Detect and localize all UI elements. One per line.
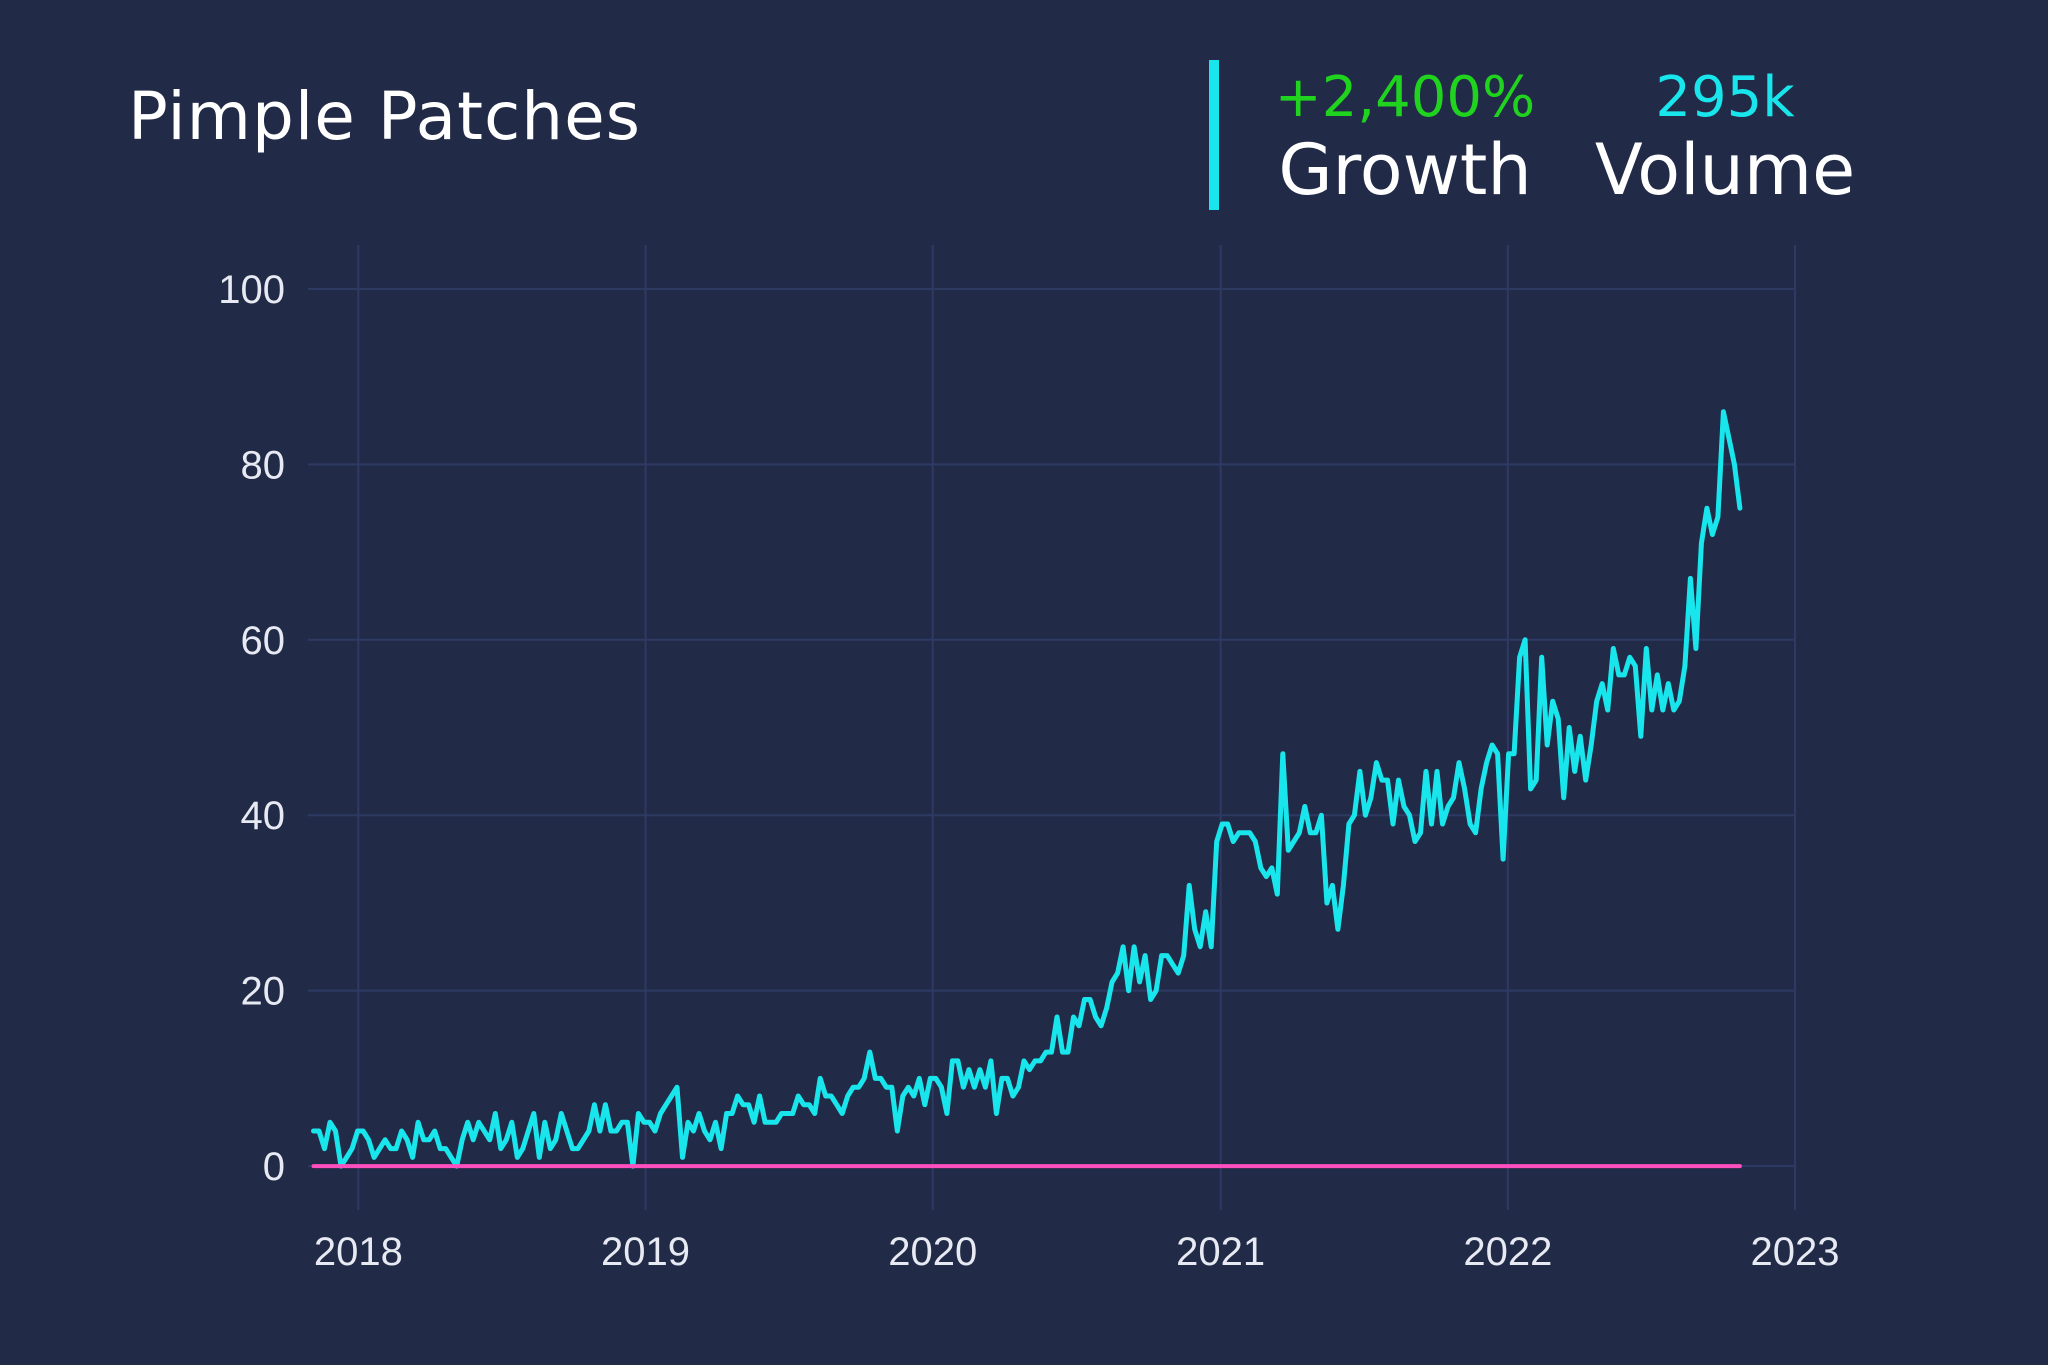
volume-value: 295k xyxy=(1655,65,1795,130)
x-tick-label: 2019 xyxy=(601,1230,690,1274)
x-tick-label: 2023 xyxy=(1751,1230,1840,1274)
chart-series xyxy=(311,409,1743,1169)
y-axis: 0 20 40 60 80 100 xyxy=(218,268,285,1189)
x-tick-label: 2022 xyxy=(1463,1230,1552,1274)
metric-divider xyxy=(1209,60,1219,210)
series-line-trend xyxy=(311,409,1743,1169)
growth-label: Growth xyxy=(1278,129,1532,211)
growth-value: +2,400% xyxy=(1274,65,1536,130)
y-tick-label: 100 xyxy=(218,268,285,312)
y-tick-label: 20 xyxy=(241,970,286,1014)
x-tick-label: 2018 xyxy=(314,1230,403,1274)
x-axis: 2018 2019 2020 2021 2022 2023 xyxy=(314,1230,1840,1274)
y-tick-label: 0 xyxy=(263,1145,285,1189)
chart-grid xyxy=(308,245,1796,1210)
page-title: Pimple Patches xyxy=(128,78,642,155)
y-tick-label: 40 xyxy=(241,794,286,838)
y-tick-label: 60 xyxy=(241,619,286,663)
volume-metric: 295k Volume xyxy=(1575,65,1875,211)
x-tick-label: 2021 xyxy=(1176,1230,1265,1274)
volume-label: Volume xyxy=(1594,129,1856,211)
growth-metric: +2,400% Growth xyxy=(1255,65,1555,211)
y-tick-label: 80 xyxy=(241,443,286,487)
x-tick-label: 2020 xyxy=(888,1230,977,1274)
